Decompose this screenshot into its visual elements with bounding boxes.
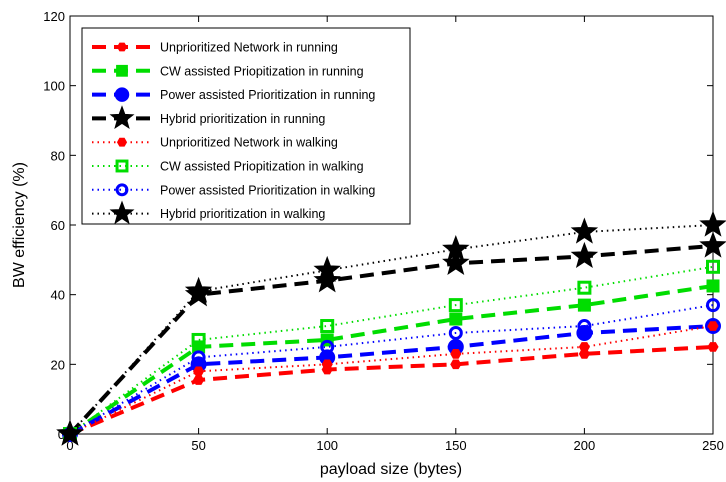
data-point-marker [449, 312, 463, 326]
legend-label: Power assisted Prioritization in walking [160, 183, 375, 197]
data-point-marker [193, 366, 205, 377]
series-line [69, 324, 714, 436]
data-point-marker [578, 342, 590, 352]
legend-entry: Power assisted Prioritization in running [92, 87, 375, 102]
data-point-marker [116, 64, 128, 77]
data-point-marker [191, 350, 206, 365]
y-tick-label: 20 [51, 357, 65, 372]
data-point-marker [56, 419, 84, 446]
series-line [68, 243, 714, 436]
series-line [69, 224, 714, 435]
data-point-marker [707, 321, 719, 331]
data-point-marker [321, 359, 333, 370]
legend-label: Unprioritized Network in running [160, 41, 338, 55]
data-point-marker [706, 259, 720, 274]
data-point-marker [320, 319, 335, 334]
data-point-marker [448, 298, 463, 313]
data-point-marker [706, 298, 720, 313]
data-point-marker [442, 248, 470, 275]
legend-label: Hybrid prioritization in running [160, 112, 325, 126]
x-tick-label: 200 [574, 438, 596, 453]
data-point-marker [707, 342, 719, 352]
data-point-marker [570, 217, 599, 244]
data-point-marker [577, 280, 592, 295]
legend-entry: Power assisted Prioritization in walking [92, 183, 375, 197]
legend-label: Power assisted Prioritization in running [160, 88, 375, 102]
series-5 [64, 321, 719, 439]
series-line [69, 325, 714, 435]
data-point-marker [184, 276, 213, 303]
data-point-marker [320, 339, 335, 354]
legend-box [81, 27, 411, 225]
y-axis-label: BW efficiency (%) [11, 162, 28, 288]
series-line [69, 344, 714, 436]
data-point-marker [450, 349, 462, 359]
y-tick-label: 100 [43, 79, 65, 94]
data-point-marker [450, 359, 462, 370]
data-point-marker [699, 231, 726, 258]
x-tick-label: 50 [191, 438, 205, 453]
series-layer [56, 210, 726, 446]
y-tick-label: 120 [43, 9, 65, 24]
y-tick-label: 80 [51, 148, 65, 163]
data-point-marker [577, 298, 591, 312]
axis-ticks: 0 50 100 150 200 250 0 20 40 60 80 100 120 [43, 9, 724, 453]
legend-entry: CW assisted Priopitization in walking [92, 160, 364, 174]
y-tick-label: 40 [51, 288, 65, 303]
legend-entry: Hybrid prioritization in running [92, 105, 325, 130]
data-point-marker [699, 210, 726, 237]
legend-entry: Unprioritized Network in running [92, 41, 338, 55]
data-point-marker [115, 183, 129, 197]
legend-label: Unprioritized Network in walking [160, 136, 338, 150]
x-tick-label: 150 [445, 438, 467, 453]
x-tick-label: 250 [702, 438, 724, 453]
data-point-marker [191, 332, 206, 347]
data-point-marker [109, 105, 135, 130]
legend-entry: Hybrid prioritization in walking [92, 200, 325, 225]
legend-entry: CW assisted Priopitization in running [92, 64, 364, 78]
data-point-marker [706, 279, 720, 293]
data-point-marker [448, 325, 463, 340]
data-point-marker [116, 137, 128, 147]
y-tick-label: 60 [51, 218, 65, 233]
data-point-marker [109, 200, 135, 225]
data-point-marker [313, 266, 341, 293]
data-point-marker [570, 241, 599, 269]
data-point-marker [114, 87, 130, 102]
x-tick-label: 0 [66, 438, 73, 453]
series-line [69, 265, 714, 435]
legend-entry: Unprioritized Network in walking [92, 136, 338, 150]
legend-label: CW assisted Priopitization in walking [160, 160, 364, 174]
series-8 [56, 210, 726, 446]
data-point-marker [116, 42, 128, 52]
legend: Unprioritized Network in running CW assis… [81, 27, 411, 225]
legend-label: Hybrid prioritization in walking [160, 207, 325, 221]
data-point-marker [193, 375, 205, 385]
y-tick-label: 0 [58, 427, 65, 442]
x-tick-label: 100 [316, 438, 338, 453]
legend-label: CW assisted Priopitization in running [160, 64, 364, 78]
x-axis-label: payload size (bytes) [320, 461, 462, 478]
data-point-marker [115, 159, 129, 173]
data-point-marker [442, 234, 470, 262]
data-point-marker [313, 255, 341, 282]
data-point-marker [577, 319, 592, 334]
